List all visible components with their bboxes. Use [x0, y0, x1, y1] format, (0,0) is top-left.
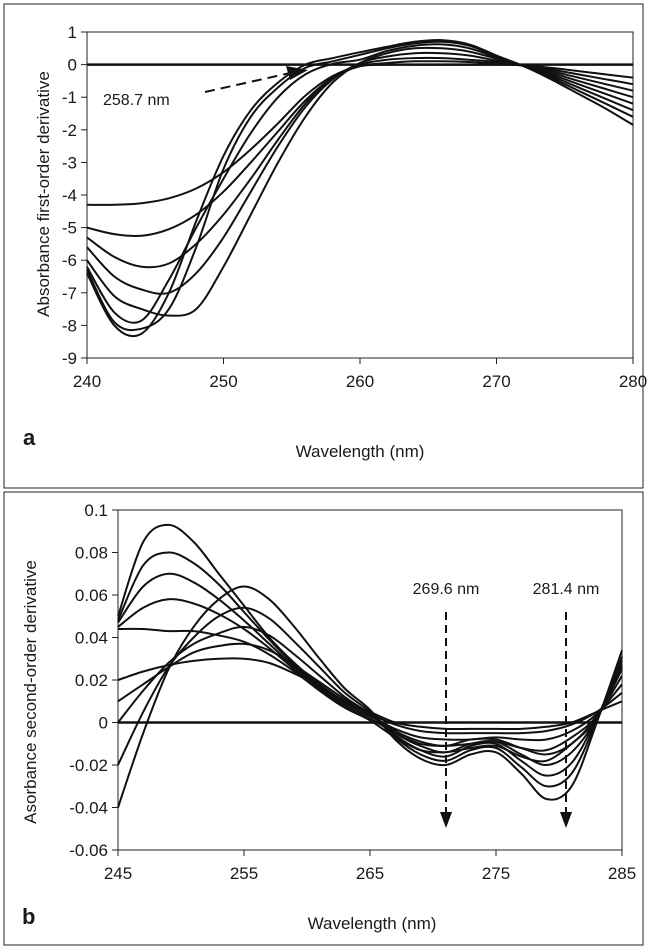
panel-a-ytick-label: -7 [62, 284, 77, 303]
panel-a-series-7 [86, 40, 634, 332]
panel-b-annotation-label-1: 269.6 nm [413, 581, 480, 598]
panel-a-annotation-arrowhead [286, 66, 308, 80]
panel-a-ytick-label: -2 [62, 121, 77, 140]
panel-b-annotation-arrowhead-1 [440, 812, 452, 828]
panel-a-ytick-label: -1 [62, 88, 77, 107]
panel-a-series-2 [86, 60, 634, 238]
panel-b-ytick-label: -0.02 [69, 756, 108, 775]
panel-b-series-5 [117, 627, 623, 763]
panel-b-ytick-label: 0.04 [75, 629, 108, 648]
panel-a-xtick-label: 250 [209, 372, 237, 391]
panel-a-series-5 [86, 46, 634, 317]
panel-b-xtick-label: 265 [356, 864, 384, 883]
panel-b-xtick-label: 285 [608, 864, 636, 883]
panel-a-series-6 [86, 43, 634, 324]
panel-b-annotation-label-2: 281.4 nm [533, 581, 600, 598]
panel-b-series-7 [117, 606, 623, 788]
panel-a-ytick-label: -6 [62, 251, 77, 270]
panel-a-xtick-label: 260 [346, 372, 374, 391]
panel-a-letter: a [23, 425, 36, 450]
panel-b-series-4 [117, 598, 623, 752]
panel-b-ytick-label: -0.06 [69, 841, 108, 860]
panel-b-xtick-label: 245 [104, 864, 132, 883]
panel-a-series-3 [86, 56, 634, 269]
panel-a-frame [3, 3, 644, 489]
panel-a-xlabel: Wavelength (nm) [296, 442, 425, 461]
panel-a-ytick-label: 1 [68, 23, 77, 42]
panel-a-ytick-label: -4 [62, 186, 77, 205]
panel-b-ytick-label: 0 [99, 714, 108, 733]
panel-a-series-1 [86, 63, 634, 206]
panel-b-ytick-label: 0.08 [75, 544, 108, 563]
panel-b-xlabel: Wavelength (nm) [308, 914, 437, 933]
panel-b-chart: 0.1 0.08 0.06 0.04 0.02 0 -0.02 -0.04 -0.06 245 25… [3, 491, 644, 946]
panel-b-letter: b [22, 904, 35, 929]
panel-b-frame [3, 491, 644, 946]
panel-b-annotation-arrowhead-2 [560, 812, 572, 828]
panel-a-xtick-label: 270 [482, 372, 510, 391]
panel-b-ytick-label: 0.1 [84, 501, 108, 520]
panel-a-ytick-label: 0 [68, 56, 77, 75]
panel-b-series-6 [117, 585, 623, 808]
panel-b-ylabel: Asorbance second-order derivative [21, 560, 40, 824]
panel-a-xtick-label: 280 [619, 372, 647, 391]
panel-a-annotation-label: 258.7 nm [103, 92, 170, 109]
panel-b-series-3 [117, 572, 623, 742]
panel-b-ytick-label: 0.02 [75, 671, 108, 690]
panel-a-series-4 [86, 51, 634, 295]
panel-a-ylabel: Absorbance first-order derivative [34, 71, 53, 317]
panel-b-plot-area: 0.1 0.08 0.06 0.04 0.02 0 -0.02 -0.04 -0.06 245 25… [69, 501, 636, 883]
panel-a-plot-area: 1 0 -1 -2 -3 -4 -5 -6 -7 -8 -9 240 250 260 270 280 [62, 23, 647, 391]
panel-a-annotation-arrow [204, 72, 291, 93]
panel-b-series-10 [117, 657, 623, 756]
panel-a-ytick-label: -5 [62, 219, 77, 238]
panel-a-ytick-label: -9 [62, 349, 77, 368]
panel-a-ytick-label: -8 [62, 316, 77, 335]
panel-a-series-8 [86, 39, 634, 338]
panel-a-ytick-label: -3 [62, 153, 77, 172]
panel-a-chart: 1 0 -1 -2 -3 -4 -5 -6 -7 -8 -9 240 250 260 270 280 Wave… [3, 3, 647, 489]
panel-b-ytick-label: 0.06 [75, 586, 108, 605]
panel-b-ytick-label: -0.04 [69, 799, 108, 818]
panel-b-series-8 [117, 625, 623, 777]
panel-b-xtick-label: 275 [482, 864, 510, 883]
panel-a-xtick-label: 240 [73, 372, 101, 391]
panel-b-series-9 [117, 642, 623, 767]
panel-b-xtick-label: 255 [230, 864, 258, 883]
